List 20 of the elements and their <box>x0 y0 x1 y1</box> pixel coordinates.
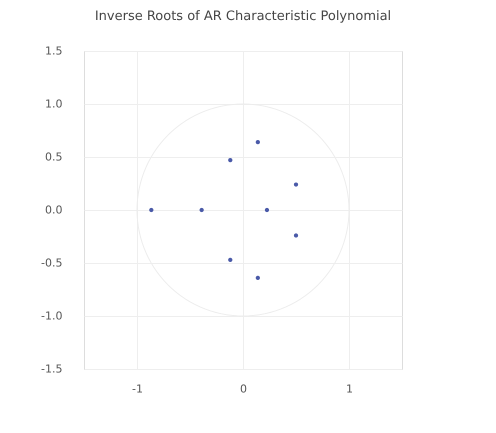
x-tick-label: 0 <box>240 382 247 396</box>
point <box>256 276 260 280</box>
chart-title: Inverse Roots of AR Characteristic Polynomial <box>94 9 392 24</box>
point <box>294 233 298 238</box>
x-tick-label: 1 <box>346 382 353 396</box>
y-tick-label: -0.5 <box>41 256 62 270</box>
y-tick-label: 0.5 <box>45 150 62 164</box>
point <box>264 208 270 212</box>
x-tick-label: -1 <box>132 382 143 396</box>
point <box>228 158 232 162</box>
point <box>256 140 260 144</box>
y-tick-label: 1.5 <box>45 44 62 58</box>
point <box>200 208 204 212</box>
point <box>294 182 298 187</box>
point <box>149 208 154 212</box>
y-tick-label: 1.0 <box>45 98 62 110</box>
y-tick-label: 0.0 <box>45 204 62 216</box>
y-tick-label: -1.5 <box>41 362 62 376</box>
y-tick-label: -1.0 <box>41 310 62 322</box>
point <box>228 258 232 262</box>
